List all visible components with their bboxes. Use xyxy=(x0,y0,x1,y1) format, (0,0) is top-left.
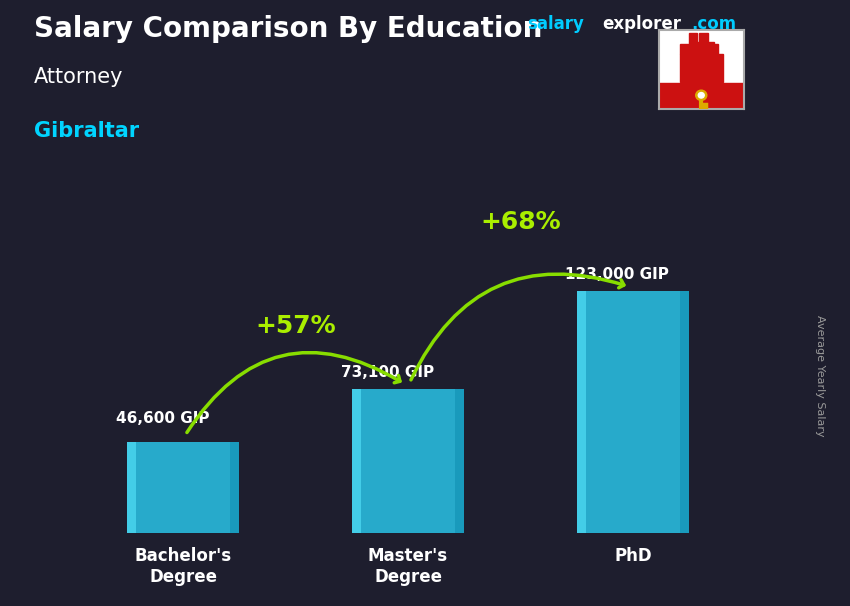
Text: 46,600 GIP: 46,600 GIP xyxy=(116,411,209,426)
Text: 73,100 GIP: 73,100 GIP xyxy=(341,365,434,380)
Bar xyxy=(576,291,586,533)
Bar xyxy=(659,30,744,82)
Bar xyxy=(688,42,714,93)
Bar xyxy=(352,389,360,533)
Bar xyxy=(680,291,689,533)
Text: +68%: +68% xyxy=(480,210,561,234)
Bar xyxy=(127,442,136,533)
Bar xyxy=(688,33,697,42)
Bar xyxy=(576,291,689,533)
Bar xyxy=(680,54,722,82)
Text: .com: .com xyxy=(691,15,736,33)
Text: salary: salary xyxy=(527,15,584,33)
Bar xyxy=(456,389,464,533)
Bar xyxy=(680,44,689,54)
Text: explorer: explorer xyxy=(602,15,681,33)
Text: 123,000 GIP: 123,000 GIP xyxy=(565,267,669,282)
Text: Gibraltar: Gibraltar xyxy=(34,121,139,141)
Bar xyxy=(127,442,240,533)
Bar xyxy=(659,82,744,109)
Bar xyxy=(230,442,240,533)
Circle shape xyxy=(695,90,706,101)
Bar xyxy=(708,44,717,54)
Bar xyxy=(694,44,703,54)
Circle shape xyxy=(698,93,704,98)
Text: +57%: +57% xyxy=(255,315,336,338)
Bar xyxy=(699,33,707,42)
Text: Salary Comparison By Education: Salary Comparison By Education xyxy=(34,15,542,43)
Bar xyxy=(352,389,464,533)
Text: Attorney: Attorney xyxy=(34,67,123,87)
Text: Average Yearly Salary: Average Yearly Salary xyxy=(815,315,825,436)
